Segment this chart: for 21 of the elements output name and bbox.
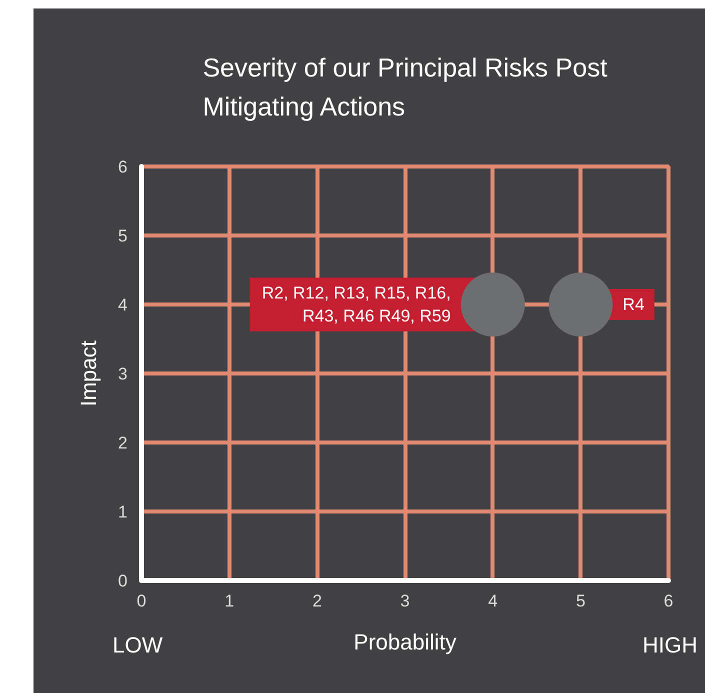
y-axis-title: Impact (76, 340, 102, 407)
x-tick-label: 3 (400, 592, 410, 610)
y-tick-label: 5 (118, 226, 128, 246)
x-tick-label: 4 (488, 592, 498, 610)
chart-title: Severity of our Principal Risks Post Mitigating Actions (202, 52, 608, 122)
x-axis-title: Probability (354, 630, 456, 654)
annotation: R2, R12, R13, R15, R16, R43, R46 R49, R59 (262, 284, 451, 326)
y-tick-label: 1 (118, 502, 128, 522)
y-tick-label: 2 (118, 434, 128, 452)
x-tick-label: 0 (136, 592, 146, 610)
y-tick-label: 3 (118, 364, 128, 384)
y-tick-label: 6 (118, 158, 128, 176)
y-tick-label: 0 (118, 572, 128, 590)
annotation: R4 (622, 295, 644, 314)
x-tick-label: 5 (576, 592, 586, 610)
y-tick-label: 4 (118, 296, 128, 314)
x-tick-label: 2 (312, 592, 322, 610)
x-tick-label: 1 (224, 592, 234, 610)
x-tick-label: 6 (664, 592, 674, 610)
text: HIGH (642, 632, 698, 658)
text: LOW (112, 632, 163, 658)
